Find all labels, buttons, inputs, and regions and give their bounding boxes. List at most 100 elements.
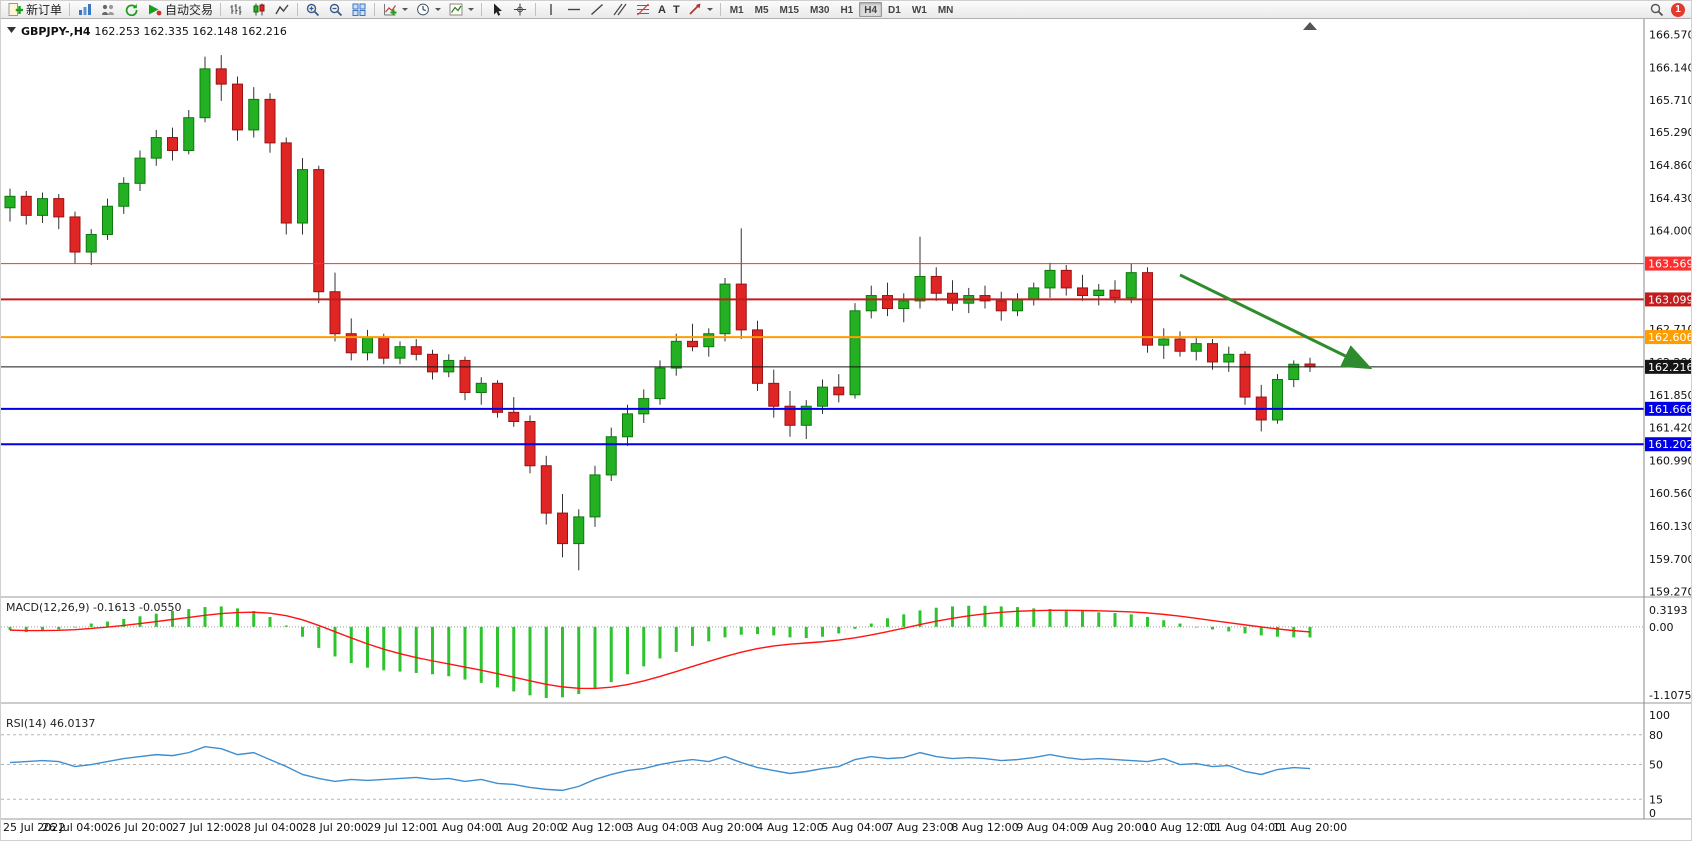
candle: [280, 142, 292, 224]
candle: [313, 169, 325, 293]
fibonacci-tool-button[interactable]: [632, 2, 654, 18]
price-tick-label: 161.420: [1649, 422, 1692, 435]
candle: [1077, 287, 1088, 297]
autotrading-icon: [146, 3, 162, 17]
refresh-button[interactable]: [120, 2, 142, 18]
macd-bar: [122, 618, 126, 627]
macd-bar: [788, 626, 792, 638]
macd-bar: [658, 626, 662, 659]
tab-h1[interactable]: H1: [840, 5, 854, 16]
macd-bar: [1178, 623, 1182, 627]
vertical-line-tool-button[interactable]: [540, 2, 562, 18]
trend-arrow[interactable]: [1179, 273, 1373, 370]
macd-bar: [317, 626, 321, 648]
rsi-axis-label: 50: [1649, 759, 1663, 772]
templates-caret-icon: [468, 8, 475, 14]
toolbar-separator: [69, 3, 71, 16]
candle: [898, 300, 910, 310]
macd-bar: [41, 626, 44, 631]
macd-bar: [496, 626, 499, 688]
symbol-dropdown-icon[interactable]: [7, 27, 16, 33]
price-tick-label: 164.000: [1649, 225, 1692, 238]
rsi-panel: RSI(14) 46.0137 100 80 50 150: [1, 709, 1670, 820]
crosshair-icon: [512, 3, 528, 17]
candle: [69, 216, 81, 253]
trendline-tool-button[interactable]: [586, 2, 608, 18]
horizontal-line-tool-button[interactable]: [563, 2, 585, 18]
candle: [1239, 353, 1251, 398]
tab-d1[interactable]: D1: [888, 5, 901, 16]
tab-m1[interactable]: M1: [729, 5, 744, 16]
macd-bar: [398, 626, 402, 672]
tab-w1[interactable]: W1: [911, 5, 927, 16]
bar-chart-button[interactable]: [225, 2, 247, 18]
bar-chart-icon: [228, 3, 244, 17]
arrow-objects-button[interactable]: [684, 2, 716, 18]
candle: [1288, 363, 1300, 381]
candle: [589, 474, 601, 518]
candle: [297, 169, 308, 224]
candle: [947, 292, 958, 304]
macd-bar: [1016, 607, 1019, 627]
macd-bar: [1097, 612, 1101, 627]
candle: [638, 398, 650, 415]
label-tool-button[interactable]: T: [670, 2, 683, 18]
crosshair-tool-button[interactable]: [509, 2, 531, 18]
tab-m5[interactable]: M5: [754, 5, 769, 16]
toolbar-separator: [220, 3, 222, 16]
indicators-button[interactable]: [379, 2, 411, 18]
tab-h4[interactable]: H4: [859, 2, 883, 17]
tab-m15[interactable]: M15: [779, 5, 799, 16]
periods-button[interactable]: [412, 2, 444, 18]
macd-bar: [1211, 626, 1214, 630]
candle: [1207, 343, 1218, 363]
macd-bar: [73, 626, 77, 628]
chart-shift-marker[interactable]: [1303, 22, 1317, 30]
macd-bar: [772, 626, 776, 636]
cursor-tool-button[interactable]: [486, 2, 508, 18]
tile-windows-button[interactable]: [348, 2, 370, 18]
candle: [183, 117, 195, 152]
candle: [817, 386, 828, 407]
macd-panel: MACD(12,26,9) -0.1613 -0.0550 0.3193 0.00 -…: [1, 601, 1691, 702]
notification-badge[interactable]: 1: [1671, 2, 1685, 17]
candle: [102, 205, 113, 235]
market-watch-icon: [77, 3, 93, 17]
templates-button[interactable]: [445, 2, 477, 18]
zoom-out-button[interactable]: [325, 2, 347, 18]
chart-title: GBPJPY-,H4 162.253 162.335 162.148 162.2…: [21, 25, 287, 38]
text-tool-button[interactable]: A: [655, 2, 669, 18]
channel-tool-button[interactable]: [609, 2, 631, 18]
market-watch-button[interactable]: [74, 2, 96, 18]
macd-bar: [544, 626, 548, 698]
autotrading-label: 自动交易: [165, 3, 214, 17]
line-chart-button[interactable]: [271, 2, 293, 18]
zoom-in-button[interactable]: [302, 2, 324, 18]
macd-bar: [1162, 620, 1166, 627]
candlestick-chart-button[interactable]: [248, 2, 270, 18]
autotrading-button[interactable]: 自动交易: [143, 2, 216, 18]
candle: [410, 346, 422, 355]
profiles-button[interactable]: [97, 2, 119, 18]
time-tick-label: 28 Jul 20:00: [302, 821, 368, 834]
new-order-button[interactable]: 新订单: [4, 2, 65, 18]
macd-bar: [236, 608, 239, 627]
time-tick-label: 1 Aug 20:00: [496, 821, 563, 834]
chart-canvas[interactable]: GBPJPY-,H4 162.253 162.335 162.148 162.2…: [1, 19, 1692, 841]
tab-mn[interactable]: MN: [937, 5, 954, 16]
macd-bar: [203, 607, 207, 627]
price-tick-label: 159.700: [1649, 553, 1692, 566]
macd-bar: [902, 614, 906, 627]
tile-windows-icon: [351, 3, 367, 17]
candle: [232, 83, 243, 131]
price-badge-163.099: [1645, 292, 1691, 307]
search-button[interactable]: [1646, 2, 1668, 18]
macd-bar: [154, 613, 158, 627]
candle: [394, 346, 406, 359]
price-axis[interactable]: 166.570 166.140 165.710 165.290 164.860 164.4…: [1645, 29, 1692, 599]
templates-icon: [448, 3, 464, 17]
candle: [1125, 272, 1137, 299]
tab-m30[interactable]: M30: [809, 5, 830, 16]
candle: [378, 337, 390, 359]
